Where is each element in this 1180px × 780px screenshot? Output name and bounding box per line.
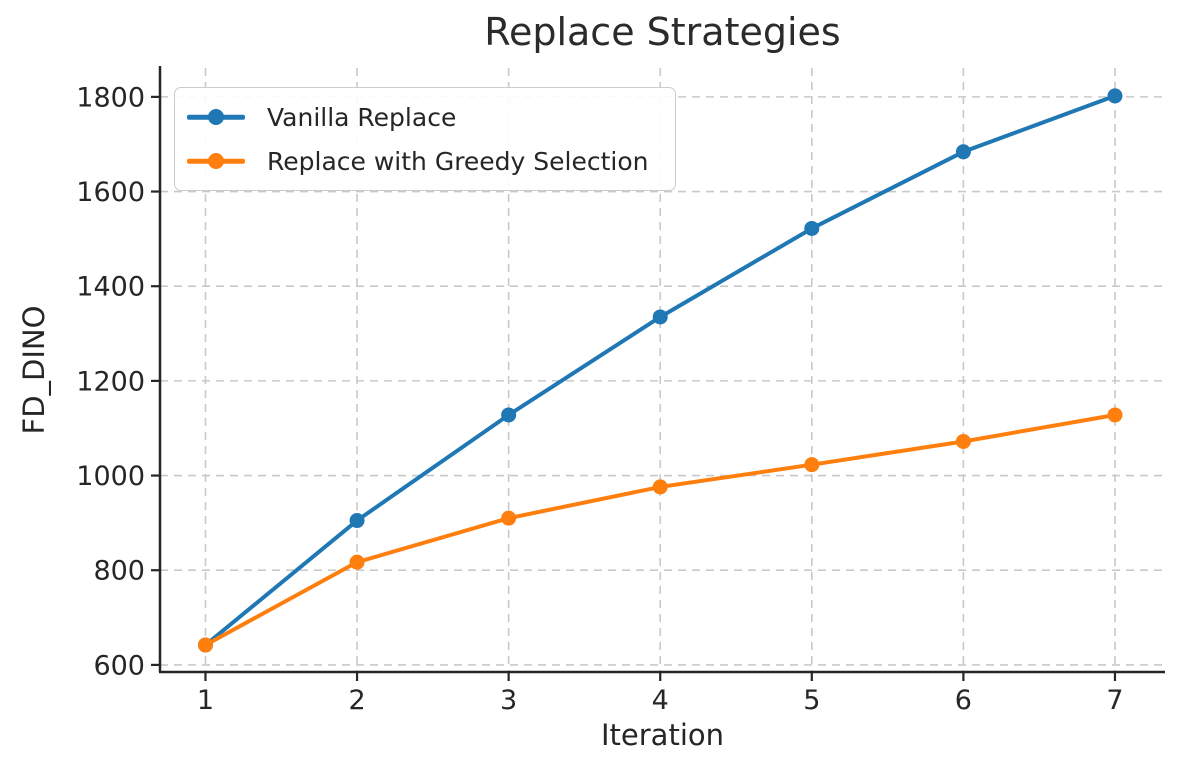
data-point-marker [955, 433, 971, 449]
x-tick-label: 4 [652, 685, 669, 716]
x-tick-label: 2 [348, 685, 365, 716]
data-point-marker [349, 554, 365, 570]
legend-line-sample-0 [187, 109, 245, 125]
data-point-marker [955, 144, 971, 160]
y-tick-label: 600 [93, 650, 145, 681]
y-tick-label: 1800 [76, 82, 145, 113]
data-point-marker [804, 220, 820, 236]
data-point-marker [501, 510, 517, 526]
data-point-marker [1107, 407, 1123, 423]
y-tick-label: 1600 [76, 177, 145, 208]
legend-label: Replace with Greedy Selection [267, 146, 649, 176]
data-point-marker [652, 479, 668, 495]
y-tick-label: 1200 [76, 366, 145, 397]
legend-line-sample-1 [187, 153, 245, 169]
legend-item-vanilla-replace: Vanilla Replace [187, 98, 649, 136]
legend: Vanilla Replace Replace with Greedy Sele… [174, 87, 676, 191]
data-point-marker [349, 513, 365, 529]
x-tick-label: 6 [955, 685, 972, 716]
chart-title: Replace Strategies [484, 10, 841, 54]
legend-marker-icon [208, 153, 224, 169]
y-tick-label: 800 [93, 556, 145, 587]
legend-marker-icon [208, 109, 224, 125]
data-point-marker [1107, 88, 1123, 104]
data-point-marker [197, 637, 213, 653]
legend-label: Vanilla Replace [267, 102, 457, 132]
y-tick-label: 1400 [76, 272, 145, 303]
data-point-marker [501, 407, 517, 423]
data-point-marker [652, 309, 668, 325]
x-tick-label: 3 [500, 685, 517, 716]
y-tick-label: 1000 [76, 461, 145, 492]
legend-item-replace-with-greedy-selection: Replace with Greedy Selection [187, 142, 649, 180]
x-tick-label: 5 [803, 685, 820, 716]
x-tick-label: 7 [1106, 685, 1123, 716]
x-axis-label: Iteration [600, 718, 724, 752]
data-point-marker [804, 457, 820, 473]
x-tick-label: 1 [197, 685, 214, 716]
